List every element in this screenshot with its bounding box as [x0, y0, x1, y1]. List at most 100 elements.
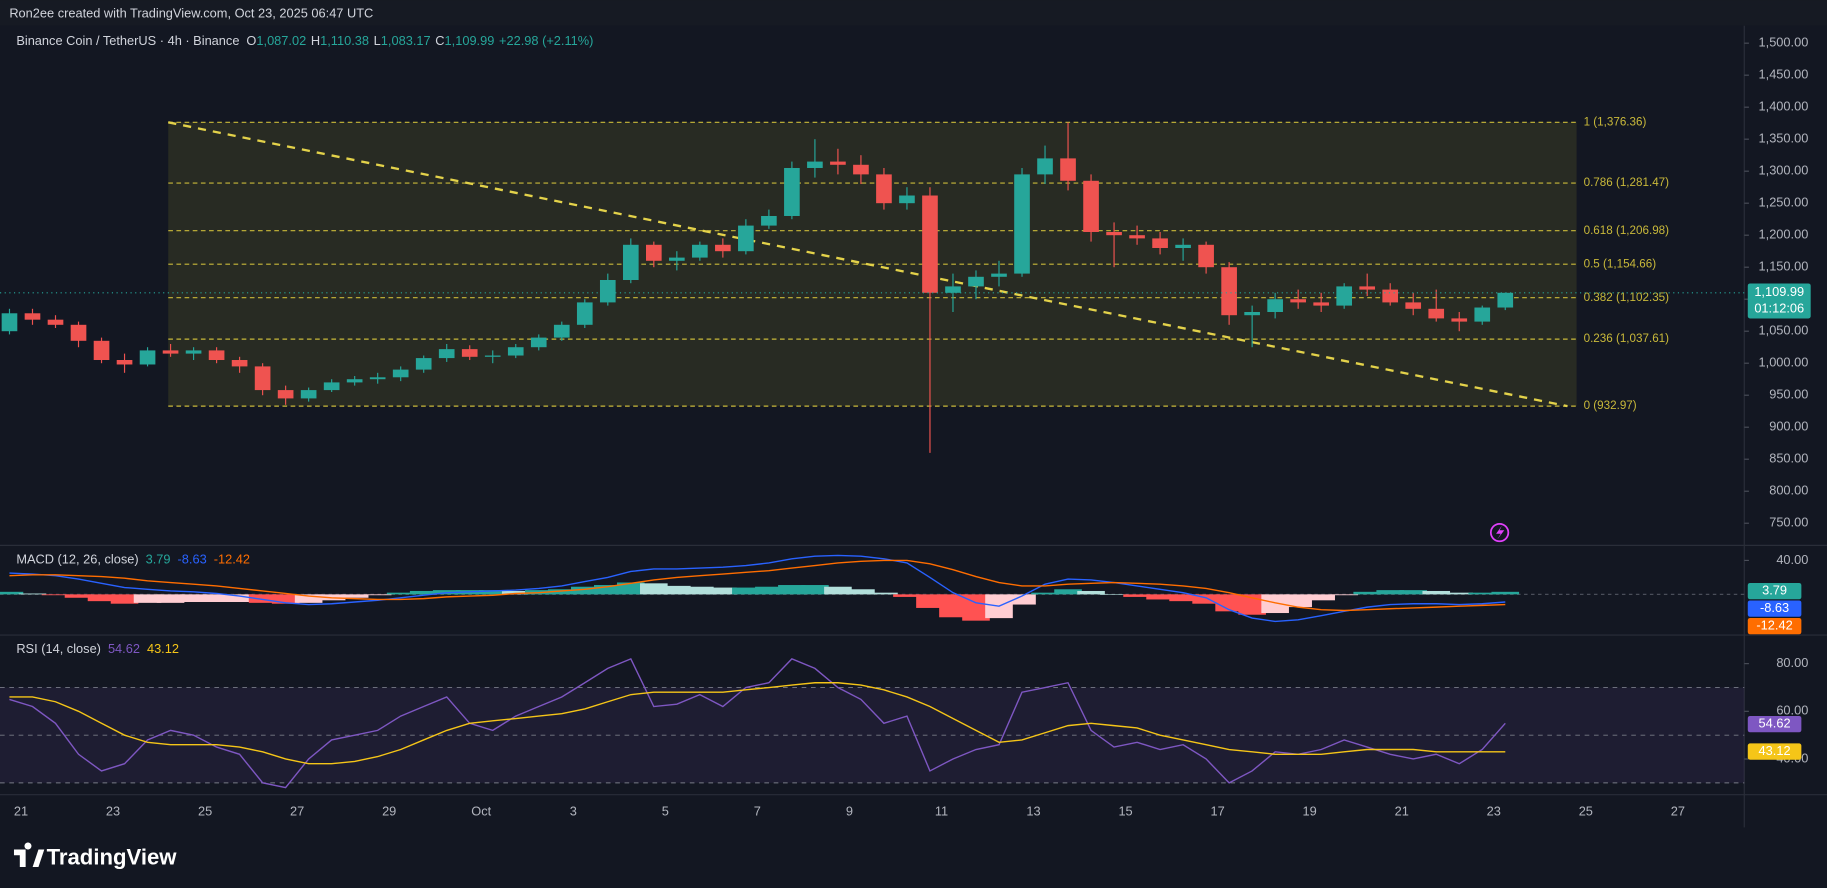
histogram-bar	[1192, 594, 1220, 604]
candle-body	[715, 244, 731, 252]
candle-body	[553, 324, 570, 338]
candle-body	[93, 340, 110, 361]
y-tick-label: 1,500.00	[1759, 35, 1809, 50]
value-tag	[1747, 600, 1802, 617]
fib-label: 0.5 (1,154.66)	[1584, 257, 1657, 270]
candle-body	[1336, 286, 1353, 306]
fib-label: 0.382 (1,102.35)	[1584, 291, 1670, 304]
candle-body	[1129, 235, 1145, 239]
legend-value: -12.42	[214, 552, 250, 567]
histogram-bar	[778, 585, 806, 595]
histogram-bar	[1399, 590, 1428, 595]
candle-body	[530, 337, 547, 348]
histogram-bar	[110, 594, 139, 604]
x-tick-label: 21	[14, 804, 28, 819]
y-tick-label: 1,000.00	[1759, 355, 1809, 370]
candle-body	[576, 302, 593, 325]
histogram-bar	[755, 586, 783, 595]
candle-body	[853, 164, 869, 175]
rsi-ma-line	[9, 682, 1506, 765]
indicator-title: RSI (14, close)	[16, 642, 101, 657]
histogram-bar	[1353, 591, 1382, 595]
histogram-bar	[732, 587, 760, 595]
histogram-bar	[1445, 592, 1474, 595]
candle-body	[1037, 158, 1053, 175]
candle-body	[277, 390, 294, 399]
brand-logo: TradingView	[13, 842, 178, 870]
candle-body	[231, 360, 248, 367]
y-tick-label: 1,400.00	[1759, 99, 1809, 114]
ohlc-value: 1,110.38	[320, 33, 369, 48]
fib-label: 0.786 (1,281.47)	[1584, 176, 1670, 189]
candle-body	[139, 350, 156, 365]
x-tick-label: 3	[570, 804, 577, 819]
histogram-bar	[271, 594, 300, 604]
histogram-bar	[1468, 592, 1497, 595]
histogram-bar	[478, 590, 507, 595]
candle-body	[1060, 158, 1076, 181]
candle-body	[1267, 299, 1283, 313]
histogram-bar	[1422, 590, 1451, 595]
histogram-bar	[363, 594, 392, 596]
y-tick-label: 850.00	[1769, 451, 1808, 466]
symbol-legend: Binance Coin / TetherUS · 4h · Binance O1…	[16, 33, 593, 48]
countdown-label: 01:12:06	[1754, 301, 1804, 316]
histogram-bar	[709, 587, 737, 595]
histogram-bar	[824, 586, 852, 595]
candle-body	[1359, 286, 1376, 290]
logo-mark	[13, 842, 45, 867]
candle-body	[1106, 231, 1122, 236]
histogram-bar	[248, 594, 277, 603]
candle-body	[830, 161, 846, 165]
top-bar	[0, 0, 1827, 26]
y-tick-label: 750.00	[1769, 515, 1808, 530]
histogram-bar	[1008, 594, 1036, 605]
x-tick-label: 9	[846, 804, 853, 819]
candle-body	[1221, 267, 1237, 316]
histogram-bar	[1376, 590, 1405, 595]
candle-body	[622, 244, 639, 280]
candle-body	[185, 350, 202, 354]
value-tag-label: -12.42	[1756, 617, 1792, 632]
alert-icon-bolt	[1496, 525, 1505, 540]
histogram-bar	[1123, 594, 1151, 597]
x-tick-label: 25	[1579, 804, 1593, 819]
histogram-bar	[133, 594, 162, 603]
x-tick-label: 21	[1395, 804, 1409, 819]
brand-name: TradingView	[47, 845, 178, 870]
candle-body	[807, 161, 823, 168]
histogram-bar	[1054, 589, 1082, 595]
candle-body	[1451, 318, 1468, 322]
histogram-bar	[1261, 594, 1289, 614]
candle-body	[300, 390, 317, 399]
value-tag-label: -8.63	[1760, 600, 1789, 615]
credit: Ron2ee created with TradingView.com, Oct…	[9, 5, 373, 20]
y-tick-label: 1,200.00	[1759, 227, 1809, 242]
candle-body	[738, 225, 754, 252]
candle-body	[254, 366, 271, 391]
histogram-bar	[1169, 594, 1197, 602]
macd-legend: MACD (12, 26, close) 3.79 -8.63 -12.42	[16, 552, 250, 567]
x-tick-label: 7	[754, 804, 761, 819]
candle-body	[692, 244, 708, 258]
y-tick-label: 900.00	[1769, 419, 1808, 434]
histogram-bar	[1307, 594, 1335, 601]
candle-body	[507, 347, 524, 356]
candle-body	[70, 324, 87, 341]
fib-label: 0 (932.97)	[1584, 399, 1637, 412]
ohlc-key: O	[246, 33, 256, 48]
alert-icon[interactable]	[1489, 522, 1510, 543]
candle-body	[968, 276, 984, 287]
histogram-bar	[1100, 594, 1128, 595]
x-tick-label: 17	[1210, 804, 1224, 819]
histogram-bar	[1215, 594, 1243, 612]
last-price-label: 1,109.99	[1754, 284, 1804, 299]
candle-body	[945, 286, 961, 293]
y-tick-label: 950.00	[1769, 387, 1808, 402]
candle-body	[323, 382, 340, 391]
candle-body	[1083, 180, 1099, 232]
legend-value: 43.12	[147, 642, 179, 657]
y-tick-label: 1,450.00	[1759, 67, 1809, 82]
histogram-bar	[570, 586, 599, 595]
candle-body	[1382, 289, 1399, 303]
